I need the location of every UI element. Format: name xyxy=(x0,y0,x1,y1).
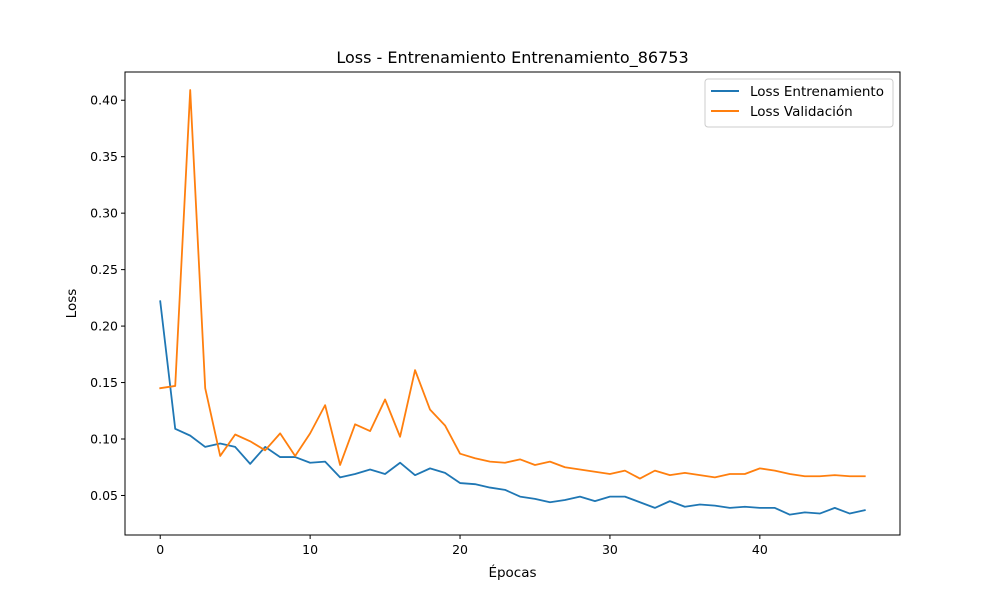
y-tick-label: 0.30 xyxy=(90,206,118,221)
y-tick-label: 0.25 xyxy=(90,262,118,277)
series-line-loss-validacion xyxy=(159,89,866,480)
legend: Loss Entrenamiento Loss Validación xyxy=(704,78,894,128)
y-tick-label: 0.15 xyxy=(90,375,118,390)
y-tick-label: 0.40 xyxy=(90,93,118,108)
y-axis-label: Loss xyxy=(64,289,80,319)
plot-frame xyxy=(124,71,901,536)
chart-title: Loss - Entrenamiento Entrenamiento_86753 xyxy=(336,48,688,68)
y-axis: 0.05 0.10 0.15 0.20 0.25 0.30 0.35 0.40 xyxy=(90,93,125,503)
x-tick-label: 10 xyxy=(302,542,318,557)
series-layer xyxy=(159,89,866,516)
x-tick-label: 30 xyxy=(602,542,618,557)
x-axis: 0 10 20 30 40 xyxy=(156,535,768,557)
legend-label-loss-validacion: Loss Validación xyxy=(750,104,853,120)
y-tick-label: 0.20 xyxy=(90,319,118,334)
y-tick-label: 0.05 xyxy=(90,488,118,503)
x-tick-label: 20 xyxy=(452,542,468,557)
x-axis-label: Épocas xyxy=(488,564,536,581)
legend-box xyxy=(704,78,894,128)
x-tick-label: 0 xyxy=(156,542,164,557)
legend-label-loss-entrenamiento: Loss Entrenamiento xyxy=(750,84,884,100)
x-tick-label: 40 xyxy=(752,542,768,557)
y-tick-label: 0.10 xyxy=(90,432,118,447)
y-tick-label: 0.35 xyxy=(90,149,118,164)
series-line-loss-entrenamiento xyxy=(159,300,866,516)
